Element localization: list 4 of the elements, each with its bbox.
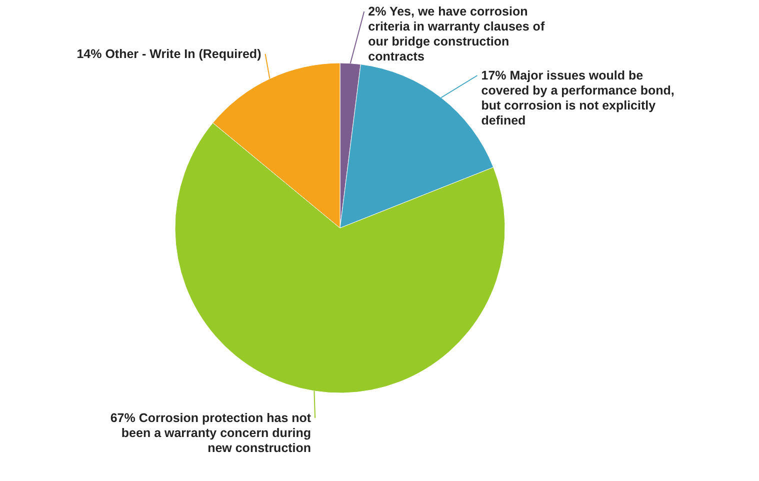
slice-label: 17% Major issues would be covered by a performance bond, but corrosion is not explicitly defined — [481, 68, 674, 128]
slice-label: 14% Other - Write In (Required) — [76, 46, 262, 61]
slice-label: 2% Yes, we have corrosion criteria in warranty clauses of our bridge construction contracts — [368, 4, 546, 64]
slice-label: 67% Corrosion protection has not been a warranty concern during new construction — [110, 410, 312, 455]
